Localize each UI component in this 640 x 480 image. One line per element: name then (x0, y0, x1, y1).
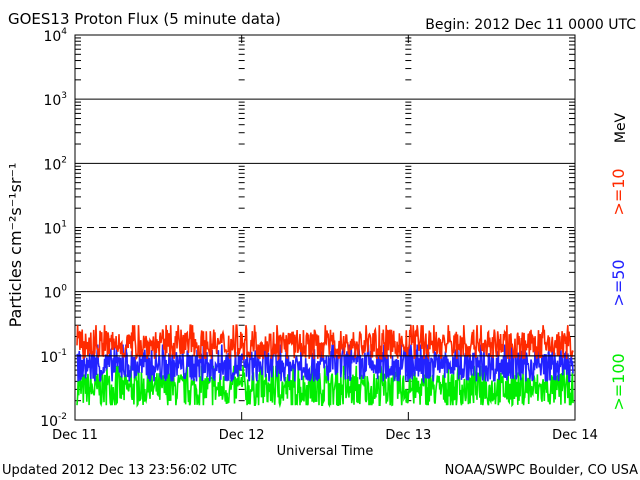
begin-time: Begin: 2012 Dec 11 0000 UTC (425, 17, 636, 33)
y-tick-labels: 104 103 102 101 100 10-1 10-2 (40, 27, 67, 430)
updated-timestamp: Updated 2012 Dec 13 23:56:02 UTC (2, 463, 237, 478)
y-tick-text: 10-1 (40, 348, 67, 366)
y-tick-label: 10-1 (40, 348, 67, 366)
x-tick-label: Dec 12 (219, 428, 265, 443)
y-tick-text: 104 (43, 27, 67, 45)
x-tick-label: Dec 14 (552, 428, 598, 443)
gridlines (75, 98, 575, 357)
y-tick-label: 101 (43, 220, 67, 238)
y-tick-text: 103 (43, 91, 67, 109)
y-tick-label: 10-2 (40, 412, 67, 430)
y-tick-label: 104 (43, 27, 67, 45)
x-tick-label: Dec 13 (385, 428, 431, 443)
series-line (76, 343, 574, 385)
y-tick-text: 10-2 (40, 412, 67, 430)
y-tick-label: 100 (43, 284, 67, 302)
legend-series-10mev: >=10 (609, 168, 628, 215)
series-line (76, 364, 574, 409)
y-tick-text: 100 (43, 284, 67, 302)
x-tick-labels: Dec 11 Dec 12 Dec 13 Dec 14 (52, 428, 598, 443)
chart-title: GOES13 Proton Flux (5 minute data) (8, 10, 281, 28)
y-tick-text: 102 (43, 155, 67, 173)
y-axis-label: Particles cm⁻²s⁻¹sr⁻¹ (6, 163, 25, 328)
x-tick-label: Dec 11 (52, 428, 98, 443)
source-label: NOAA/SWPC Boulder, CO USA (445, 463, 638, 478)
x-axis-label: Universal Time (277, 444, 374, 459)
y-tick-text: 101 (43, 220, 67, 238)
y-tick-label: 103 (43, 91, 67, 109)
series-line (76, 324, 574, 361)
series-lines (75, 324, 575, 409)
legend-series-50mev: >=50 (609, 259, 628, 306)
legend-unit: MeV (613, 112, 629, 143)
y-tick-label: 102 (43, 155, 67, 173)
legend-series-100mev: >=100 (609, 353, 628, 410)
